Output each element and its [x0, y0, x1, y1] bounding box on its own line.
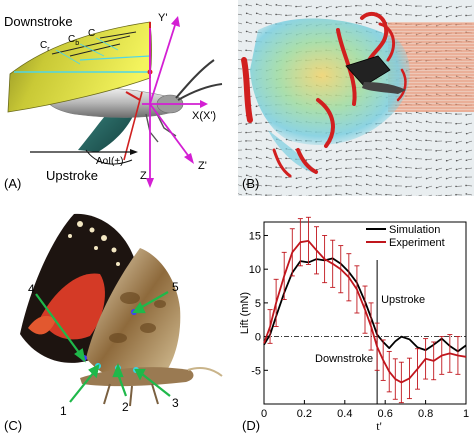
x-axis-label: t': [376, 419, 382, 433]
upstroke-label: Upstroke: [46, 168, 99, 183]
x-tick-label: 0.6: [378, 408, 393, 420]
downstroke-wing: [7, 21, 152, 113]
panel-d: -5 0 5 10 15 0 0.2 0.4 0.6 0.8 1 t' Lift (mN) Upstrok…: [238, 208, 474, 437]
butterfly-photo: [20, 213, 223, 407]
marker-label-5: 5: [172, 280, 179, 294]
flow-field-visualization: [238, 3, 474, 196]
y-tick-label: -5: [251, 365, 261, 377]
marker-label-2: 2: [122, 400, 129, 414]
legend-label: Experiment: [389, 237, 445, 249]
downstroke-label: Downstroke: [4, 14, 73, 29]
x-tick-label: 0: [261, 408, 267, 420]
panel-a-letter: (A): [4, 176, 22, 191]
y-tick-label: 5: [255, 298, 261, 310]
aoi-label: AoI(+): [96, 156, 124, 167]
vortex-cloud: [250, 18, 410, 145]
panel-c: 1 2 3 4 5 (C): [0, 208, 236, 437]
plot-frame: [263, 221, 467, 405]
panel-a: Downstroke Cr Cb C Y' X(X') Z Z' AoI(+) …: [0, 0, 236, 196]
panel-b-letter: (B): [242, 176, 260, 191]
butterfly-silhouette: [345, 55, 391, 87]
y-tick-label: 15: [249, 230, 261, 242]
upstroke-phase-label: Upstroke: [381, 294, 425, 306]
panel-a-illustration: [7, 16, 223, 188]
marker-label-4: 4: [28, 282, 35, 296]
lift-chart: -5 0 5 10 15 0 0.2 0.4 0.6 0.8 1 t' Lift (mN) Upstrok…: [239, 216, 469, 433]
marker-label-1: 1: [60, 404, 67, 418]
panel-c-letter: (C): [4, 418, 23, 433]
marker-label-3: 3: [172, 396, 179, 410]
legend-label: Simulation: [389, 224, 440, 236]
y-tick-label: 10: [249, 264, 261, 276]
x-tick-label: 0.2: [297, 408, 312, 420]
marker-arrows: [35, 291, 171, 403]
x-tick-label: 0.8: [418, 408, 433, 420]
x-tick-label: 1: [463, 408, 469, 420]
chord-cb-label: Cb: [68, 34, 80, 47]
x-tick-label: 0.4: [337, 408, 352, 420]
z-prime-axis-label: Z': [198, 160, 207, 172]
series-line-experiment: [263, 240, 467, 384]
z-axis-label: Z: [140, 170, 147, 182]
y-axis-label: Lift (mN): [239, 292, 251, 334]
panel-d-letter: (D): [242, 418, 261, 433]
y-prime-axis-label: Y': [158, 12, 168, 24]
chord-c-label: C: [88, 28, 96, 39]
series-line-simulation: [263, 257, 467, 353]
y-tick-label: 0: [255, 332, 261, 344]
x-axis-label: X(X'): [192, 110, 217, 122]
chord-cr-label: Cr: [40, 40, 50, 53]
panel-b: (B): [238, 0, 474, 196]
downstroke-phase-label: Downstroke: [315, 353, 373, 365]
